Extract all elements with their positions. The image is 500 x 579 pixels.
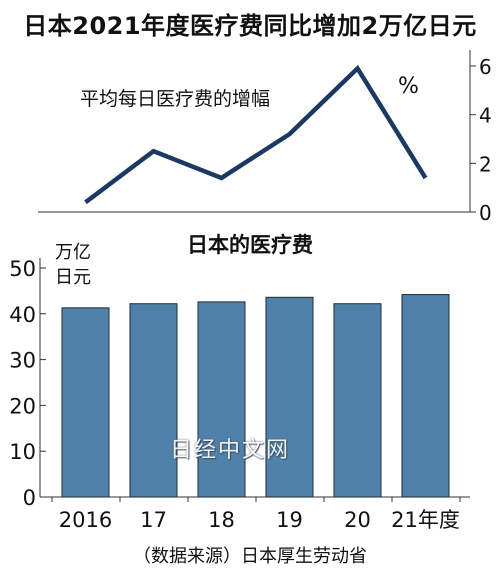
bar-x-tick-label: 18 [208, 508, 235, 532]
bar-x-tick-label: 19 [276, 508, 303, 532]
line-y-tick-label: 0 [479, 201, 492, 225]
bar-x-tick-label: 20 [344, 508, 371, 532]
bar-x-tick-label: 21年度 [391, 508, 460, 532]
bar-x-tick-label: 17 [140, 508, 167, 532]
bar [265, 296, 314, 498]
bar-unit-line-2: 日元 [55, 267, 91, 288]
bar-y-tick-label: 20 [9, 394, 36, 418]
bar [401, 294, 450, 498]
bar-chart-title: 日本的医疗费 [187, 233, 313, 257]
percent-unit: % [398, 74, 419, 99]
bar-x-tick-label: 2016 [59, 508, 112, 532]
line-y-tick-label: 6 [479, 55, 492, 79]
line-y-tick-label: 4 [479, 104, 492, 128]
bar-y-tick-label: 0 [23, 486, 36, 510]
line-y-tick-label: 2 [479, 152, 492, 176]
bar-y-tick-label: 50 [9, 257, 36, 281]
bar [197, 301, 246, 498]
line-series-label: 平均每日医疗费的增幅 [80, 88, 271, 110]
bar-y-tick-label: 40 [9, 303, 36, 327]
bar-y-tick-label: 10 [9, 440, 36, 464]
bar [61, 307, 110, 498]
bar [129, 303, 178, 498]
bar [333, 303, 382, 498]
bar-y-tick-label: 30 [9, 349, 36, 373]
source-note: （数据来源）日本厚生劳动省 [133, 546, 367, 567]
watermark: 日经中文网 [170, 438, 291, 463]
chart-title: 日本2021年度医疗费同比增加2万亿日元 [23, 12, 477, 40]
line-series [84, 64, 428, 205]
bar-unit-line-1: 万亿 [55, 242, 91, 263]
bar-unit-label: 万亿 日元 [55, 240, 91, 290]
